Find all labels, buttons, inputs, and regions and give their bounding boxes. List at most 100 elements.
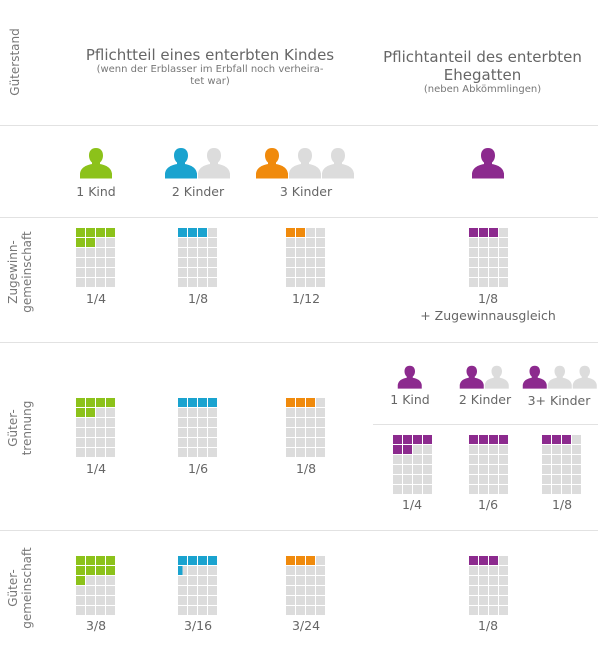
divider-spouse-icons [373, 424, 598, 425]
grid-cell-empty [306, 418, 315, 427]
fraction-grid [76, 556, 115, 615]
fraction-label: 3/24 [291, 618, 321, 633]
grid-cell-empty [489, 576, 498, 585]
grid-cell-empty [489, 465, 498, 474]
grid-cell-filled [96, 566, 105, 575]
grid-cell-empty [499, 596, 508, 605]
grid-cell-empty [96, 428, 105, 437]
grid-cell-empty [469, 268, 478, 277]
grid-cell-filled [76, 566, 85, 575]
grid-cell-empty [106, 408, 115, 417]
fraction-label: 1/8 [551, 497, 573, 512]
grid-cell-empty [542, 445, 551, 454]
grid-cell-empty [198, 606, 207, 615]
grid-cell-empty [178, 418, 187, 427]
grid-cell-empty [178, 438, 187, 447]
grid-cell-empty [499, 465, 508, 474]
divider-icons [0, 217, 598, 218]
grid-cell-empty [96, 448, 105, 457]
grid-cell-empty [562, 475, 571, 484]
grid-cell-empty [469, 465, 478, 474]
grid-cell-empty [188, 586, 197, 595]
grid-cell-empty [469, 586, 478, 595]
grid-cell-empty [86, 418, 95, 427]
grid-cell-filled [96, 556, 105, 565]
grid-cell-empty [198, 566, 207, 575]
fraction-label: 1/6 [477, 497, 499, 512]
grid-cell-empty [106, 576, 115, 585]
grid-cell-filled [306, 556, 315, 565]
grid-cell-filled [86, 228, 95, 237]
grid-cell-empty [306, 228, 315, 237]
fraction-grid [469, 435, 508, 494]
grid-cell-empty [552, 485, 561, 494]
grid-cell-empty [208, 606, 217, 615]
grid-cell-filled [562, 435, 571, 444]
grid-cell-empty [489, 238, 498, 247]
grid-cell-empty [479, 606, 488, 615]
grid-cell-empty [499, 606, 508, 615]
person-icon [472, 148, 504, 179]
grid-cell-empty [286, 576, 295, 585]
grid-cell-empty [499, 228, 508, 237]
grid-cell-empty [469, 258, 478, 267]
grid-cell-empty [552, 475, 561, 484]
grid-cell-empty [76, 268, 85, 277]
grid-cell-empty [296, 258, 305, 267]
grid-cell-empty [178, 448, 187, 457]
grid-cell-empty [479, 485, 488, 494]
grid-cell-filled [296, 398, 305, 407]
grid-cell-empty [188, 408, 197, 417]
grid-cell-filled [198, 556, 207, 565]
grid-cell-empty [499, 258, 508, 267]
grid-cell-empty [178, 408, 187, 417]
grid-cell-empty [286, 408, 295, 417]
grid-cell-filled [542, 435, 551, 444]
grid-cell-empty [178, 278, 187, 287]
person-icon [165, 148, 197, 179]
grid-cell-empty [499, 475, 508, 484]
child-column-header: Pflichtteil eines enterbten Kindes (wenn… [70, 46, 350, 88]
grid-cell-empty [413, 455, 422, 464]
grid-cell-empty [552, 455, 561, 464]
grid-cell-empty [208, 248, 217, 257]
grid-cell-empty [96, 258, 105, 267]
spouse-note: + Zugewinnausgleich [420, 308, 556, 323]
grid-cell-empty [393, 465, 402, 474]
grid-cell-empty [479, 586, 488, 595]
grid-cell-empty [562, 455, 571, 464]
grid-cell-empty [208, 438, 217, 447]
grid-cell-empty [198, 278, 207, 287]
grid-cell-filled [296, 556, 305, 565]
grid-cell-empty [306, 238, 315, 247]
person-icon [80, 148, 112, 179]
grid-cell-empty [499, 485, 508, 494]
grid-cell-empty [208, 268, 217, 277]
grid-cell-empty [188, 418, 197, 427]
grid-cell-empty [86, 248, 95, 257]
grid-cell-partial [178, 566, 187, 575]
grid-cell-empty [208, 596, 217, 605]
grid-cell-empty [286, 248, 295, 257]
grid-cell-empty [479, 465, 488, 474]
grid-cell-empty [76, 438, 85, 447]
grid-cell-empty [469, 475, 478, 484]
grid-cell-filled [188, 398, 197, 407]
divider-row2 [0, 530, 598, 531]
grid-cell-empty [403, 455, 412, 464]
grid-cell-empty [393, 455, 402, 464]
grid-cell-filled [106, 398, 115, 407]
grid-cell-empty [286, 428, 295, 437]
grid-cell-empty [316, 556, 325, 565]
child-column-subtitle: (wenn der Erblasser im Erbfall noch verh… [96, 64, 324, 87]
grid-cell-empty [479, 566, 488, 575]
fraction-grid [469, 228, 508, 287]
grid-cell-empty [423, 475, 432, 484]
grid-cell-empty [286, 278, 295, 287]
grid-cell-empty [296, 596, 305, 605]
grid-cell-empty [423, 455, 432, 464]
grid-cell-empty [86, 576, 95, 585]
grid-cell-empty [76, 586, 85, 595]
grid-cell-empty [296, 278, 305, 287]
grid-cell-empty [188, 278, 197, 287]
